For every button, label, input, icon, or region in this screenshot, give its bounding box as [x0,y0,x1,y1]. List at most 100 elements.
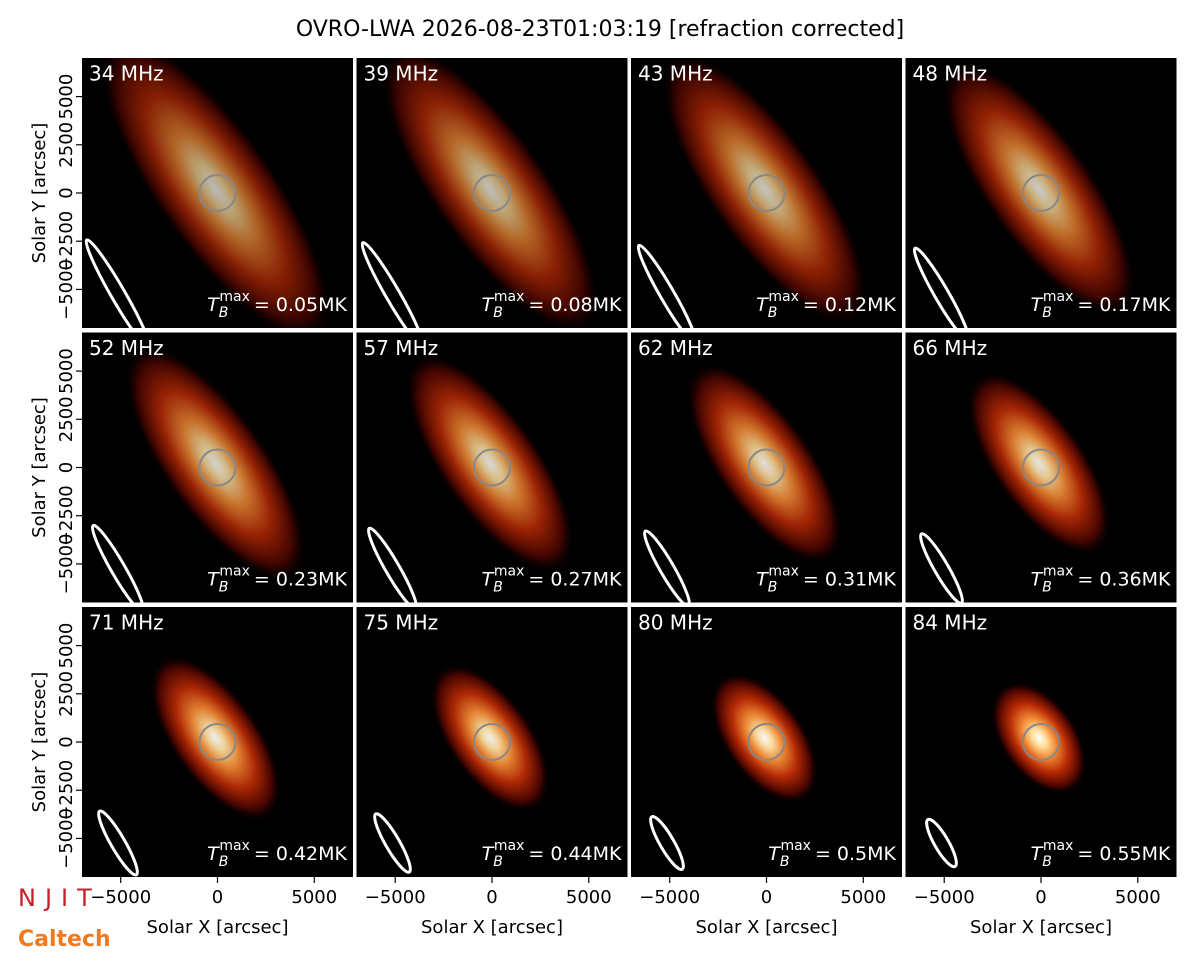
solar-disk [1022,448,1060,487]
panel [356,607,628,877]
tb-sup: max [494,838,525,854]
tb-sub: B [1042,854,1052,870]
beam [360,241,425,328]
frequency-label: 84 MHz [913,611,988,635]
x-axis-label: Solar X [arcsec] [147,917,289,938]
x-tick-label: 5000 [1115,887,1161,908]
frequency-label: 71 MHz [89,611,164,635]
solar-disk [747,448,786,487]
tb-sup: max [494,289,525,305]
y-tick-label: 2500 [56,396,77,442]
tb-sup: max [768,564,799,580]
tb-max-label: TBmax = 0.23MK [207,564,347,596]
y-axis-label: Solar Y [arcsec] [29,123,50,264]
tb-max-label: TBmax = 0.12MK [756,289,896,321]
y-tick-label: 0 [56,736,77,747]
panel [905,58,1177,328]
tb-sub: B [219,580,229,596]
x-tick-label: −5000 [914,887,975,908]
x-tick-label: 0 [486,887,497,908]
emission [404,353,576,574]
tb-value: = 0.08MK [528,294,622,316]
logo-caltech: Caltech [18,927,111,952]
y-tick-label: 0 [56,187,77,198]
x-tick-label: −5000 [365,887,426,908]
tb-sub: B [493,580,503,596]
frequency-label: 52 MHz [89,336,164,360]
tb-sup: max [1043,838,1074,854]
frequency-label: 39 MHz [364,62,439,86]
tb-symbol: T [1031,569,1044,591]
solar-disk [198,723,237,761]
tb-symbol: T [756,294,769,316]
tb-max-label: TBmax = 0.36MK [1031,564,1171,596]
tb-value: = 0.5MK [815,843,897,865]
tb-sup: max [219,289,250,305]
tb-symbol: T [1031,294,1044,316]
frequency-label: 57 MHz [364,336,439,360]
tb-symbol: T [482,569,495,591]
panel [82,332,353,603]
panel [631,332,902,603]
beam [97,809,139,877]
y-axis-label: Solar Y [arcsec] [29,672,50,813]
tb-sub: B [768,305,778,321]
beam [643,529,691,603]
x-tick-label: 0 [761,887,772,908]
emission [124,344,307,583]
tb-max-label: TBmax = 0.08MK [482,289,622,321]
tb-value: = 0.36MK [1077,569,1171,591]
emission [429,663,551,813]
tb-value: = 0.12MK [803,294,897,316]
panel [356,332,628,603]
emission [941,60,1137,318]
y-tick-label: 5000 [56,74,77,120]
tb-sup: max [1043,564,1074,580]
beam [373,812,412,874]
solar-disk [198,174,237,212]
tb-symbol: T [207,569,220,591]
frequency-label: 43 MHz [638,62,713,86]
x-tick-label: −5000 [90,887,151,908]
y-tick-label: 2500 [56,671,77,717]
x-tick-label: 5000 [566,887,612,908]
tb-max-label: TBmax = 0.17MK [1031,289,1171,321]
solar-disk [747,174,786,212]
tb-value: = 0.27MK [528,569,622,591]
emission [149,654,282,822]
tb-sub: B [219,305,229,321]
x-axis-label: Solar X [arcsec] [970,917,1112,938]
tb-sub: B [1042,580,1052,596]
tb-value: = 0.31MK [803,569,897,591]
beam [367,526,418,603]
panel [905,607,1177,877]
tb-symbol: T [482,843,495,865]
tb-sub: B [493,854,503,870]
y-tick-label: −2500 [56,211,77,272]
tb-value: = 0.55MK [1077,843,1171,865]
solar-disk [473,448,511,487]
x-tick-label: 0 [1035,887,1046,908]
beam [919,532,964,603]
frequency-label: 75 MHz [364,611,439,635]
beam [84,238,152,328]
tb-symbol: T [756,569,769,591]
emission [966,371,1112,556]
tb-value: = 0.44MK [528,843,622,865]
tb-value: = 0.42MK [254,843,348,865]
panel [356,58,628,328]
solar-disk [473,174,511,212]
panel [82,58,353,328]
solar-disk [473,723,511,761]
emission [710,672,819,804]
emission [685,362,844,565]
emission [98,58,333,328]
tb-sup: max [219,564,250,580]
frequency-label: 80 MHz [638,611,713,635]
tb-symbol: T [1031,843,1044,865]
y-tick-label: −2500 [56,760,77,821]
tb-symbol: T [207,294,220,316]
y-tick-label: 5000 [56,348,77,394]
x-axis-label: Solar X [arcsec] [421,917,563,938]
y-tick-label: −5000 [56,808,77,869]
